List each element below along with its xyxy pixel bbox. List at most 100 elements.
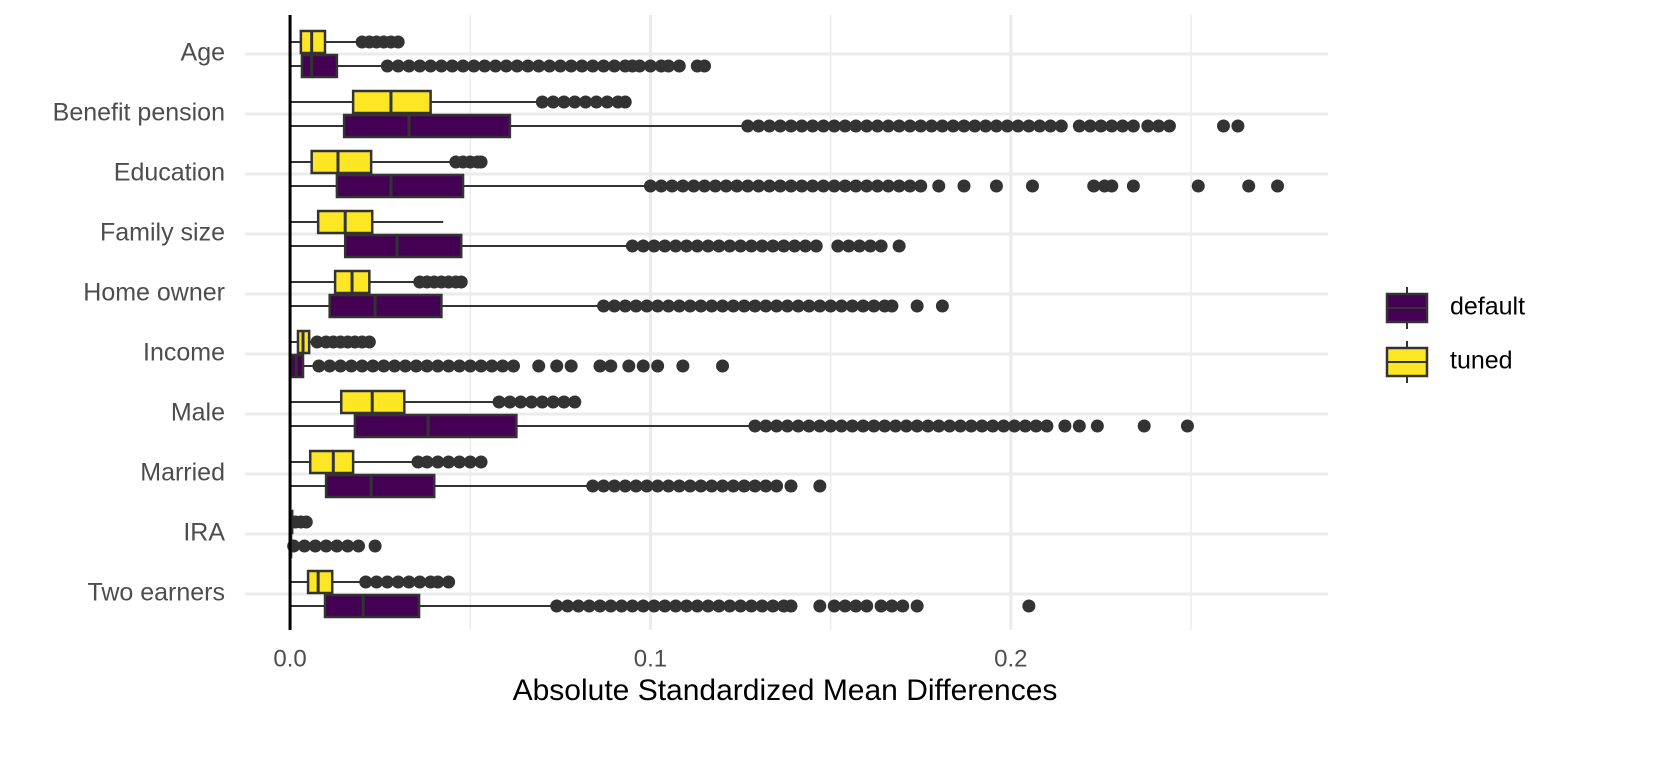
outlier: [784, 119, 798, 133]
outlier: [564, 59, 578, 73]
outlier: [1242, 179, 1256, 193]
outlier: [679, 239, 693, 253]
outlier: [932, 419, 946, 433]
outlier: [914, 119, 928, 133]
outlier: [762, 119, 776, 133]
outlier: [341, 539, 355, 553]
outlier: [362, 335, 376, 349]
outlier: [597, 479, 611, 493]
outlier: [838, 179, 852, 193]
outlier: [726, 479, 740, 493]
outlier: [957, 119, 971, 133]
outlier: [676, 179, 690, 193]
outlier: [997, 419, 1011, 433]
outlier: [809, 239, 823, 253]
outlier: [420, 455, 434, 469]
outlier: [838, 599, 852, 613]
outlier: [323, 359, 337, 373]
outlier: [452, 455, 466, 469]
x-tick-label: 0.0: [273, 645, 306, 672]
outlier: [701, 239, 715, 253]
outlier: [1126, 119, 1140, 133]
outlier: [647, 239, 661, 253]
outlier: [780, 299, 794, 313]
outlier: [867, 419, 881, 433]
outlier: [633, 59, 647, 73]
outlier: [564, 359, 578, 373]
outlier: [474, 455, 488, 469]
y-tick-label: Married: [140, 459, 225, 487]
outlier: [597, 59, 611, 73]
outlier: [683, 299, 697, 313]
box-group: [288, 509, 313, 535]
outlier: [532, 59, 546, 73]
outlier: [654, 179, 668, 193]
outlier: [863, 239, 877, 253]
outlier: [629, 479, 643, 493]
outlier: [636, 599, 650, 613]
outlier: [452, 359, 466, 373]
outlier: [546, 95, 560, 109]
outlier: [1022, 599, 1036, 613]
outlier: [600, 95, 614, 109]
outlier: [402, 59, 416, 73]
outlier: [759, 299, 773, 313]
outlier: [694, 299, 708, 313]
outlier: [690, 239, 704, 253]
outlier: [672, 299, 686, 313]
outlier: [968, 119, 982, 133]
outlier: [579, 95, 593, 109]
outlier: [463, 359, 477, 373]
outlier: [748, 479, 762, 493]
outlier: [521, 59, 535, 73]
outlier: [816, 179, 830, 193]
outlier: [914, 179, 928, 193]
box: [324, 473, 436, 499]
outlier: [712, 239, 726, 253]
box: [310, 149, 373, 175]
y-tick-label: IRA: [183, 519, 225, 547]
outlier: [488, 59, 502, 73]
outlier: [777, 239, 791, 253]
outlier: [492, 395, 506, 409]
outlier: [413, 59, 427, 73]
box-group: [290, 89, 632, 115]
outlier: [989, 119, 1003, 133]
outlier: [1271, 179, 1285, 193]
box-group: [290, 593, 1036, 619]
outlier: [478, 59, 492, 73]
outlier: [874, 239, 888, 253]
outlier: [1191, 179, 1205, 193]
outlier: [838, 119, 852, 133]
outlier: [1105, 179, 1119, 193]
outlier: [784, 599, 798, 613]
outlier: [827, 599, 841, 613]
outlier: [795, 119, 809, 133]
outlier: [550, 359, 564, 373]
outlier: [370, 575, 384, 589]
box: [353, 413, 518, 439]
outlier: [910, 299, 924, 313]
outlier: [607, 59, 621, 73]
outlier: [672, 59, 686, 73]
outlier: [661, 479, 675, 493]
outlier: [463, 455, 477, 469]
outlier: [651, 299, 665, 313]
outlier: [759, 419, 773, 433]
outlier: [618, 479, 632, 493]
box: [335, 173, 465, 199]
outlier: [734, 599, 748, 613]
outlier: [607, 299, 621, 313]
box-group: [290, 449, 488, 475]
box-group: [287, 533, 382, 559]
outlier: [658, 599, 672, 613]
outlier: [730, 179, 744, 193]
outlier: [618, 299, 632, 313]
outlier: [409, 359, 423, 373]
outlier: [802, 419, 816, 433]
outlier: [525, 395, 539, 409]
outlier: [1162, 119, 1176, 133]
outlier: [661, 299, 675, 313]
outlier: [834, 299, 848, 313]
y-tick-label: Male: [171, 399, 225, 427]
